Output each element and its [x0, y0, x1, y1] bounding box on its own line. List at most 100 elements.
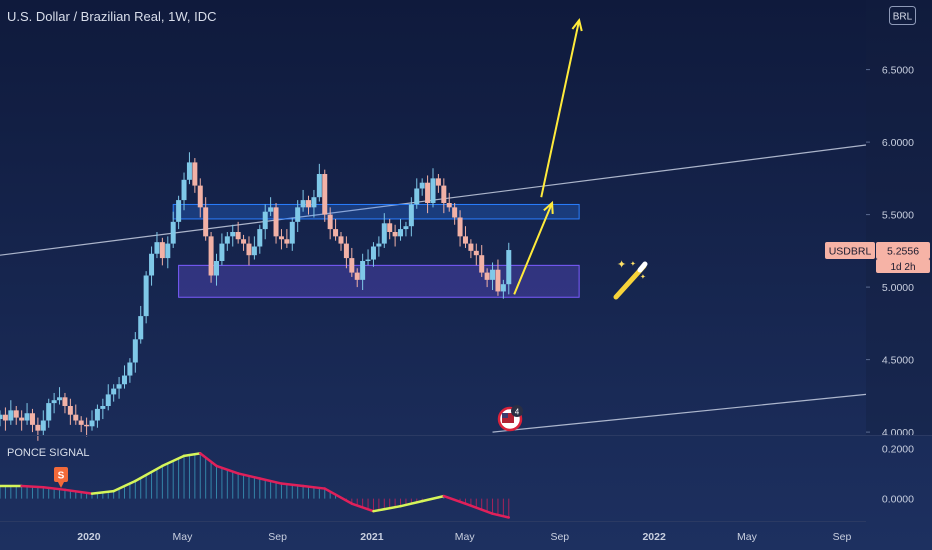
candle-body [149, 253, 155, 276]
candle-body [338, 236, 344, 244]
signal-line-segment [63, 488, 94, 495]
indicator-axis: 0.2000 0.0000 [882, 443, 914, 505]
time-tick-label: 2020 [77, 531, 101, 543]
candle-body [235, 232, 241, 240]
candle-body [425, 182, 431, 203]
candle-body [398, 229, 404, 237]
signal-line-segment [280, 482, 305, 488]
candle-body [203, 207, 209, 237]
signal-line-segment [350, 502, 375, 513]
arrow-head [571, 18, 583, 32]
candle-body [414, 188, 420, 205]
candle-body [84, 424, 90, 427]
candle-body [176, 200, 182, 222]
candle-body [24, 413, 30, 421]
candle-body [343, 243, 349, 259]
candle-body [360, 261, 366, 280]
candle-body [419, 182, 425, 189]
candle-body [132, 339, 138, 363]
candle-body [506, 250, 512, 285]
price-tag [876, 242, 930, 259]
candle-body [392, 232, 398, 237]
candle-body [13, 410, 19, 418]
signal-line-segment [301, 484, 326, 490]
currency-button[interactable]: BRL [889, 6, 916, 25]
candle-body [0, 414, 3, 420]
sell-signal-badge[interactable]: S [54, 467, 68, 488]
candle-body [138, 316, 144, 340]
candle-body [327, 214, 333, 230]
candle-body [495, 269, 501, 292]
magic-wand-tip [637, 261, 648, 273]
time-tick-label: Sep [268, 531, 287, 543]
time-tick-label: May [455, 531, 476, 543]
signal-line-segment [90, 489, 115, 495]
candle-body [430, 178, 436, 203]
signal-line-segment [161, 454, 186, 468]
candle-body [35, 424, 41, 431]
candle-body [94, 408, 100, 421]
price-scale[interactable] [866, 0, 932, 435]
candle-body [473, 250, 479, 256]
time-tick-label: 2021 [360, 531, 384, 543]
magic-wand-icon: ✦ ✦ ✦ [613, 259, 648, 300]
signal-line-segment [258, 477, 283, 485]
blue-zone [172, 203, 580, 220]
last-price-tag: USDBRL 5.2556 1d 2h [825, 242, 930, 273]
events-count-bubble [511, 405, 523, 417]
price-tick-label: 4.0000 [882, 427, 914, 439]
sparkle-icon: ✦ [617, 259, 626, 271]
purple-zone [178, 264, 580, 298]
indicator-name: PONCE SIGNAL [7, 447, 90, 459]
candle-body [224, 236, 230, 244]
candle-body [273, 207, 279, 237]
candle-body [186, 162, 192, 180]
candle-body [370, 246, 376, 260]
candle-body [19, 417, 25, 421]
candle-body [490, 269, 496, 280]
candle-body [500, 284, 506, 292]
candle-body [89, 420, 95, 427]
candle-body [105, 394, 111, 406]
candle-body [365, 259, 371, 261]
signal-line-segment [399, 499, 424, 508]
candle-body [441, 185, 447, 203]
events-count: 4 [515, 408, 520, 417]
candle-body [2, 414, 8, 421]
candle-body [241, 239, 247, 244]
candle-body [403, 226, 409, 230]
candle-body [408, 204, 414, 227]
signal-line-segment [491, 512, 511, 519]
sell-signal-label: S [58, 471, 65, 482]
price-tick-label: 4.5000 [882, 355, 914, 367]
candle-body [170, 221, 176, 244]
events-badge[interactable]: 4 [497, 405, 523, 432]
candle-body [230, 232, 236, 237]
time-tick-label: May [737, 531, 758, 543]
signal-line-segment [182, 452, 202, 458]
candle-body [73, 414, 79, 421]
sparkle-icon-tiny: ✦ [640, 273, 646, 281]
arrow-shaft [513, 202, 553, 295]
arrow-shaft [540, 20, 581, 198]
candle-body [159, 242, 165, 259]
signal-line-segment [112, 479, 137, 493]
candle-body [8, 410, 14, 421]
candle-body [57, 397, 63, 401]
signal-line-segment [236, 472, 262, 480]
candle-body [214, 261, 219, 276]
price-tick-label: 6.0000 [882, 137, 914, 149]
candle-body [462, 236, 468, 244]
candle-body [154, 242, 160, 254]
candle-body [306, 200, 312, 208]
candle-body [289, 221, 295, 244]
countdown-tag [876, 259, 930, 273]
candle-body [278, 236, 284, 240]
signal-line-segment [20, 484, 45, 489]
candle-body [100, 406, 106, 409]
sell-signal-pointer [58, 482, 64, 488]
candle-body [121, 375, 127, 385]
ponce-signal-pane [0, 452, 511, 519]
candle-body [446, 203, 452, 208]
